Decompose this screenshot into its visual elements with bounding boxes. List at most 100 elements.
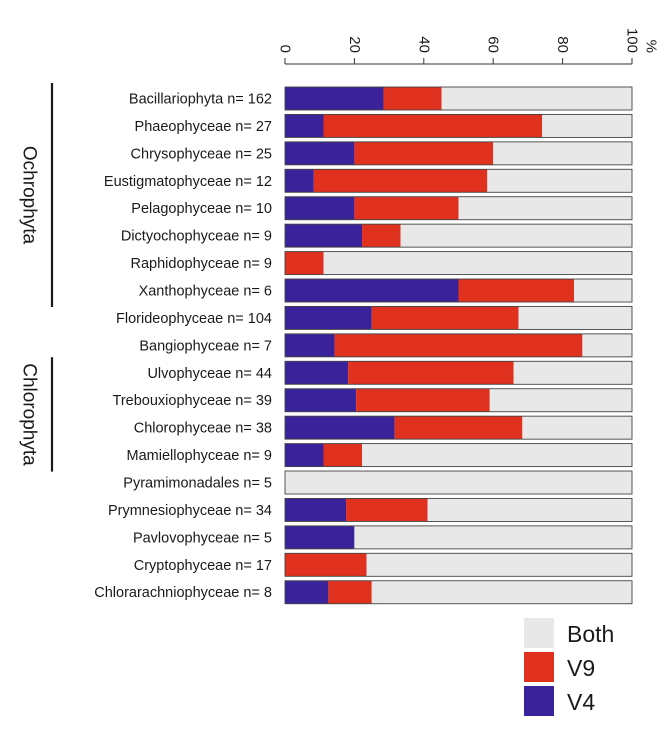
group-brackets: Ochrophyta Chlorophyta bbox=[19, 83, 54, 472]
category-label: Phaeophyceae n= 27 bbox=[135, 119, 272, 135]
bar-segment-v4 bbox=[285, 443, 324, 467]
x-tick-label: 80 bbox=[554, 36, 571, 53]
category-label: Pelagophyceae n= 10 bbox=[131, 201, 272, 217]
bar-segment-v9 bbox=[371, 306, 519, 330]
category-label: Eustigmatophyceae n= 12 bbox=[104, 174, 272, 190]
category-label: Cryptophyceae n= 17 bbox=[134, 558, 272, 574]
bar-segment-both bbox=[493, 141, 632, 165]
bar-segment-v4 bbox=[285, 580, 329, 604]
bar-outline bbox=[284, 360, 633, 385]
legend-swatch bbox=[524, 686, 554, 716]
bar-segment-v4 bbox=[285, 196, 355, 220]
bar-segment-v4 bbox=[285, 361, 349, 385]
bar-outline bbox=[284, 552, 633, 577]
legend: Both V9 V4 bbox=[524, 618, 614, 716]
bar-outline bbox=[284, 525, 633, 550]
bar-row-dictyochophyceae bbox=[284, 223, 633, 248]
bar-segment-v4 bbox=[285, 525, 355, 549]
legend-swatch bbox=[524, 652, 554, 682]
bar-segment-v9 bbox=[362, 224, 401, 248]
category-label: Ulvophyceae n= 44 bbox=[147, 366, 272, 382]
bar-segment-v4 bbox=[285, 87, 384, 110]
bar-row-cryptophyceae bbox=[284, 552, 633, 577]
x-tick-label: 20 bbox=[346, 36, 363, 53]
legend-item-v4: V4 bbox=[524, 686, 595, 716]
bar-segment-v4 bbox=[285, 114, 324, 138]
bar-segment-v4 bbox=[285, 333, 335, 357]
bar-segment-both bbox=[458, 196, 632, 220]
bar-segment-v4 bbox=[285, 279, 459, 303]
bar-segment-v4 bbox=[285, 141, 355, 165]
bar-segment-v9 bbox=[348, 361, 514, 385]
bar-row-ulvophyceae bbox=[284, 360, 633, 385]
bar-row-chlorophyceae bbox=[284, 415, 633, 440]
bar-outline bbox=[284, 333, 633, 358]
bar-outline bbox=[284, 470, 633, 495]
bar-row-phaeophyceae bbox=[284, 113, 633, 138]
group-ochrophyta: Ochrophyta bbox=[19, 83, 54, 308]
category-label: Chlorarachniophyceae n= 8 bbox=[94, 585, 272, 601]
x-tick-label: 60 bbox=[485, 36, 502, 53]
category-label: Pyramimonadales n= 5 bbox=[123, 476, 272, 492]
bar-segment-v9 bbox=[285, 251, 324, 275]
category-label: Bacillariophyta n= 162 bbox=[129, 92, 272, 108]
group-label: Chlorophyta bbox=[19, 363, 40, 466]
bar-segment-both bbox=[323, 251, 632, 275]
bar-segment-both bbox=[285, 471, 632, 495]
bar-segment-v4 bbox=[285, 416, 395, 440]
x-tick-label: 40 bbox=[415, 36, 432, 53]
category-label: Dictyochophyceae n= 9 bbox=[121, 229, 272, 245]
bar-segment-v9 bbox=[346, 498, 428, 522]
bar-outline bbox=[284, 443, 633, 468]
bar-segment-v4 bbox=[285, 169, 314, 193]
legend-item-v9: V9 bbox=[524, 652, 595, 682]
category-label: Xanthophyceae n= 6 bbox=[139, 284, 272, 300]
bar-outline bbox=[284, 196, 633, 221]
category-label: Pavlovophyceae n= 5 bbox=[133, 530, 272, 546]
bar-outline bbox=[284, 113, 633, 138]
bar-segment-both bbox=[441, 87, 632, 110]
bar-segment-v9 bbox=[354, 196, 459, 220]
bar-row-bacillariophyta bbox=[284, 86, 633, 111]
bar-segment-v9 bbox=[356, 388, 490, 412]
bar-segment-v9 bbox=[323, 443, 363, 467]
bar-segment-v9 bbox=[285, 553, 367, 577]
bar-segment-v9 bbox=[458, 279, 575, 303]
category-label: Trebouxiophyceae n= 39 bbox=[113, 393, 272, 409]
bar-segment-both bbox=[366, 553, 632, 577]
bar-outline bbox=[284, 168, 633, 193]
category-label: Bangiophyceae n= 7 bbox=[139, 338, 272, 354]
bar-row-eustigmatophyceae bbox=[284, 168, 633, 193]
bar-outline bbox=[284, 580, 633, 605]
category-labels: Bacillariophyta n= 162 Phaeophyceae n= 27… bbox=[94, 92, 272, 602]
bars-group bbox=[284, 86, 633, 605]
bar-segment-v9 bbox=[354, 141, 494, 165]
legend-item-both: Both bbox=[524, 618, 614, 648]
bar-outline bbox=[284, 278, 633, 303]
bar-segment-both bbox=[427, 498, 632, 522]
bar-segment-both bbox=[574, 279, 632, 303]
bar-row-bangiophyceae bbox=[284, 333, 633, 358]
x-tick-label: 100 bbox=[624, 28, 641, 53]
bar-row-trebouxiophyceae bbox=[284, 388, 633, 413]
bar-segment-v9 bbox=[334, 333, 583, 357]
x-axis-top: 0 20 40 60 80 100% bbox=[277, 28, 660, 65]
bar-outline bbox=[284, 498, 633, 522]
bar-segment-v9 bbox=[394, 416, 523, 440]
bar-row-raphidophyceae bbox=[284, 251, 633, 276]
bar-row-mamiellophyceae bbox=[284, 443, 633, 468]
bar-segment-v4 bbox=[285, 388, 357, 412]
category-label: Chrysophyceae n= 25 bbox=[131, 146, 272, 162]
bar-segment-both bbox=[489, 388, 632, 412]
group-chlorophyta: Chlorophyta bbox=[19, 357, 54, 472]
bar-row-xanthophyceae bbox=[284, 278, 633, 303]
bar-segment-v9 bbox=[323, 114, 543, 138]
bar-segment-both bbox=[354, 525, 632, 549]
bar-segment-both bbox=[371, 580, 632, 604]
bar-segment-both bbox=[513, 361, 632, 385]
bar-row-pyramimonadales bbox=[284, 470, 633, 495]
legend-label: Both bbox=[567, 621, 614, 647]
bar-segment-v9 bbox=[328, 580, 372, 604]
bar-segment-both bbox=[582, 333, 632, 357]
